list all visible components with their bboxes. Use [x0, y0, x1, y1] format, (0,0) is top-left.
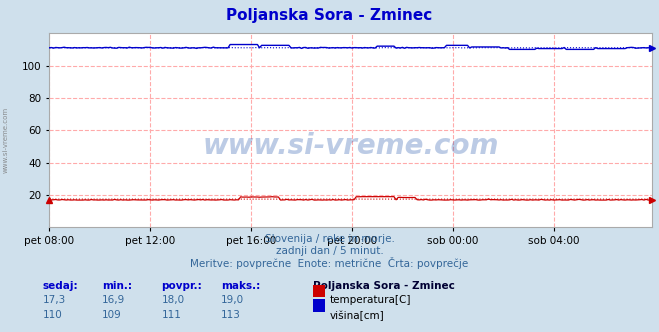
Text: povpr.:: povpr.:	[161, 281, 202, 290]
Text: 18,0: 18,0	[161, 295, 185, 305]
Text: 110: 110	[43, 310, 63, 320]
Text: 19,0: 19,0	[221, 295, 244, 305]
Text: sedaj:: sedaj:	[43, 281, 78, 290]
Text: Poljanska Sora - Zminec: Poljanska Sora - Zminec	[227, 8, 432, 23]
Text: zadnji dan / 5 minut.: zadnji dan / 5 minut.	[275, 246, 384, 256]
Text: www.si-vreme.com: www.si-vreme.com	[2, 106, 9, 173]
Text: višina[cm]: višina[cm]	[330, 310, 385, 321]
Text: 113: 113	[221, 310, 241, 320]
Text: temperatura[C]: temperatura[C]	[330, 295, 412, 305]
Text: 17,3: 17,3	[43, 295, 66, 305]
Text: Slovenija / reke in morje.: Slovenija / reke in morje.	[264, 234, 395, 244]
Text: 109: 109	[102, 310, 122, 320]
Text: 111: 111	[161, 310, 181, 320]
Text: Meritve: povprečne  Enote: metrične  Črta: povprečje: Meritve: povprečne Enote: metrične Črta:…	[190, 257, 469, 269]
Text: www.si-vreme.com: www.si-vreme.com	[203, 132, 499, 160]
Text: min.:: min.:	[102, 281, 132, 290]
Text: 16,9: 16,9	[102, 295, 125, 305]
Text: Poljanska Sora - Zminec: Poljanska Sora - Zminec	[313, 281, 455, 290]
Text: maks.:: maks.:	[221, 281, 260, 290]
